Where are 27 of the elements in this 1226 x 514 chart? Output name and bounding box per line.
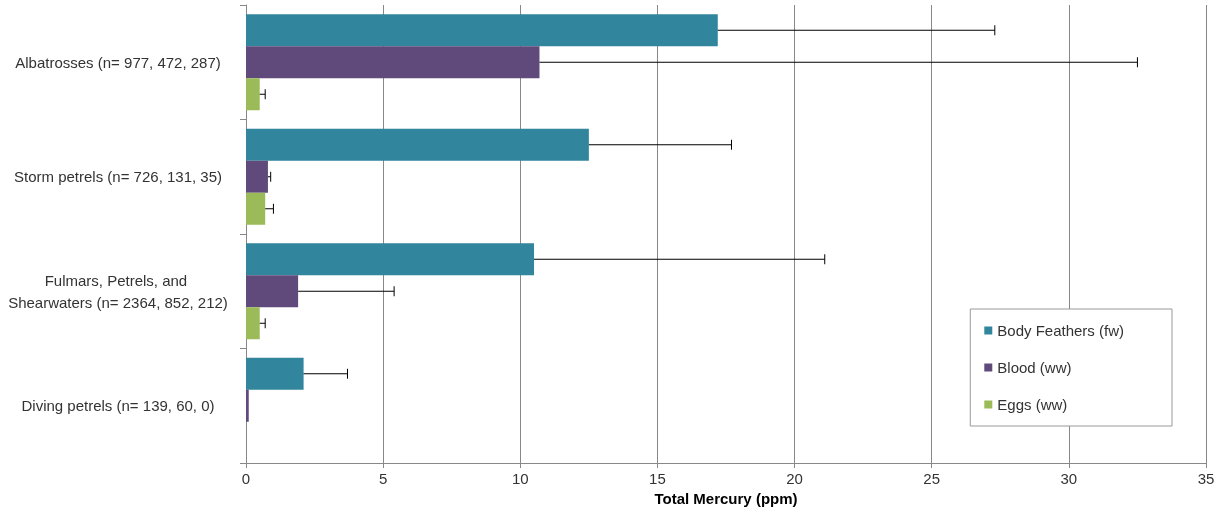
legend-label: Blood (ww) <box>997 359 1072 376</box>
y-tick-label: Storm petrels (n= 726, 131, 35) <box>13 168 223 186</box>
bar <box>246 14 718 47</box>
bar <box>246 192 266 225</box>
bar <box>246 275 299 308</box>
bar <box>246 160 268 193</box>
bar <box>246 78 260 111</box>
x-tick-label: 35 <box>1197 470 1215 487</box>
x-axis-title: Total Mercury (ppm) <box>654 489 798 507</box>
x-tick-label: 15 <box>649 470 666 487</box>
bar <box>246 307 260 340</box>
bar <box>246 357 304 390</box>
x-tick-label: 0 <box>241 470 251 487</box>
y-tick-label: Albatrosses (n= 977, 472, 287) <box>15 53 221 71</box>
x-tick-label: 25 <box>923 470 941 487</box>
y-tick-label: Diving petrels (n= 139, 60, 0) <box>21 397 215 415</box>
bar <box>246 128 589 161</box>
x-tick-label: 20 <box>786 470 803 487</box>
x-tick-label: 10 <box>511 470 529 487</box>
legend-label: Body Feathers (fw) <box>997 322 1125 339</box>
legend-label: Eggs (ww) <box>997 396 1068 413</box>
bar <box>246 46 540 79</box>
bar <box>246 243 534 276</box>
x-tick-label: 30 <box>1060 470 1078 487</box>
bar <box>246 389 249 422</box>
y-tick-label: Fulmars, Petrels, and Shearwaters (n= 2364, 852, 212) <box>8 271 228 311</box>
x-tick-label: 5 <box>378 470 388 487</box>
